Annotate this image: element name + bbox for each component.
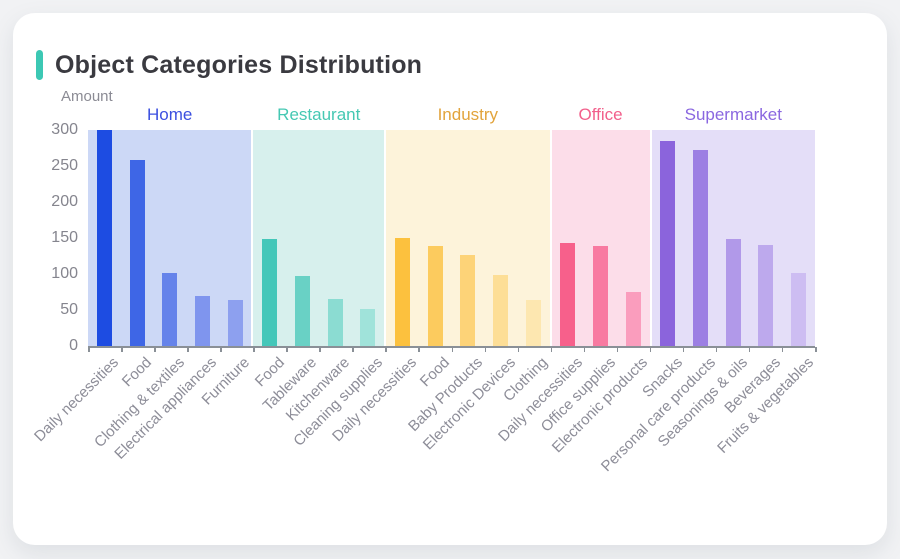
x-axis-tick-mark [583,347,586,352]
bar-restaurant-2[interactable] [327,299,343,346]
x-axis-tick-mark [517,347,520,352]
bar-office-2[interactable] [625,292,641,346]
x-axis-tick-mark [715,347,718,352]
bar-home-2[interactable] [162,272,178,346]
x-axis-tick-mark [319,347,321,352]
bar-office-0[interactable] [560,243,576,346]
x-axis-tick-mark [682,347,685,352]
x-axis-line [88,346,815,348]
x-axis-tick-mark [451,347,453,352]
title-row: Object Categories Distribution [36,48,422,82]
bar-home-4[interactable] [227,299,243,346]
y-axis-title: Amount [61,88,113,105]
x-axis-tick-mark [286,347,288,352]
bar-home-0[interactable] [96,130,112,346]
x-axis-tick-mark [154,347,156,352]
x-axis-tick-mark [748,347,751,352]
y-axis-tick-label: 300 [51,121,78,138]
bar-supermarket-0[interactable] [660,140,676,346]
bar-office-1[interactable] [593,245,609,346]
y-axis-tick-label: 200 [51,193,78,210]
bar-industry-2[interactable] [460,255,476,346]
x-axis-tick-mark [418,347,420,352]
x-axis-tick-mark [385,347,387,352]
bar-restaurant-3[interactable] [360,309,376,346]
bar-industry-3[interactable] [493,274,509,346]
bar-supermarket-4[interactable] [791,273,807,346]
bar-industry-4[interactable] [525,299,541,346]
bar-supermarket-1[interactable] [693,150,709,346]
group-label-home: Home [147,105,193,124]
x-axis-tick-mark [616,347,619,352]
bar-restaurant-0[interactable] [262,238,278,346]
bar-restaurant-1[interactable] [294,276,310,346]
x-axis-tick-mark [815,347,817,352]
x-axis-tick-mark [253,347,255,352]
bar-supermarket-3[interactable] [758,245,774,346]
bar-home-1[interactable] [129,160,145,346]
bar-industry-1[interactable] [427,245,443,346]
group-label-supermarket: Supermarket [684,105,782,124]
x-axis-tick-mark [484,347,487,352]
y-axis-tick-label: 250 [51,157,78,174]
group-label-restaurant: Restaurant [277,105,361,124]
bar-home-3[interactable] [194,296,210,346]
y-axis-tick-label: 100 [51,265,78,282]
x-axis-tick-mark [88,347,90,352]
x-axis-tick-mark [352,347,354,352]
group-label-office: Office [578,105,623,124]
title-accent-bar [36,50,43,80]
y-axis-tick-label: 50 [60,301,78,318]
y-axis-tick-label: 150 [51,229,78,246]
bar-supermarket-2[interactable] [725,238,741,346]
x-axis-tick-mark [550,347,553,352]
bar-industry-0[interactable] [394,238,410,346]
x-axis-tick-mark [187,347,189,352]
x-axis-tick-mark [121,347,123,352]
group-label-industry: Industry [437,105,499,124]
page-title: Object Categories Distribution [55,50,423,79]
y-axis-tick-label: 0 [69,337,78,354]
x-axis-tick-mark [781,347,784,352]
x-axis-tick-mark [649,347,652,352]
x-axis-tick-mark [220,347,222,352]
